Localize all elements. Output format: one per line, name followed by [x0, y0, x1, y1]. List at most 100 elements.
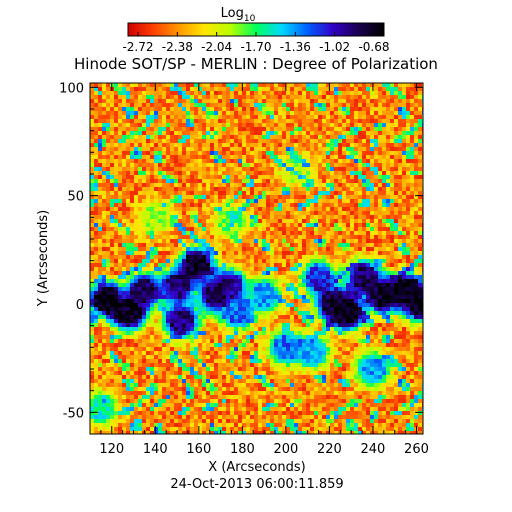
heatmap-cell [114, 175, 118, 179]
heatmap-cell [178, 203, 182, 207]
heatmap-cell [138, 211, 142, 215]
heatmap-cell [358, 107, 362, 111]
heatmap-cell [374, 219, 378, 223]
heatmap-cell [254, 187, 258, 191]
heatmap-cell [202, 163, 206, 167]
heatmap-cell [246, 115, 250, 119]
heatmap-cell [246, 247, 250, 251]
heatmap-cell [194, 155, 198, 159]
heatmap-cell [366, 227, 370, 231]
heatmap-cell [398, 251, 402, 255]
heatmap-cell [302, 315, 306, 319]
heatmap-cell [374, 87, 378, 91]
heatmap-cell [266, 191, 270, 195]
heatmap-cell [326, 219, 330, 223]
heatmap-cell [342, 255, 346, 259]
heatmap-cell [410, 315, 414, 319]
heatmap-cell [102, 179, 106, 183]
heatmap-cell [386, 155, 390, 159]
heatmap-cell [122, 139, 126, 143]
heatmap-cell [298, 279, 302, 283]
heatmap-cell [358, 139, 362, 143]
heatmap-cell [162, 283, 166, 287]
heatmap-cell [350, 247, 354, 251]
heatmap-cell [186, 283, 190, 287]
heatmap-cell [118, 203, 122, 207]
heatmap-cell [322, 271, 326, 275]
heatmap-cell [386, 271, 390, 275]
heatmap-cell [250, 139, 254, 143]
heatmap-cell [274, 315, 278, 319]
heatmap-cell [222, 303, 226, 307]
heatmap-cell [362, 167, 366, 171]
heatmap-cell [318, 115, 322, 119]
heatmap-cell [174, 283, 178, 287]
heatmap-cell [158, 311, 162, 315]
heatmap-cell [270, 223, 274, 227]
heatmap-cell [298, 183, 302, 187]
heatmap-cell [378, 231, 382, 235]
heatmap-cell [174, 239, 178, 243]
heatmap-cell [290, 227, 294, 231]
heatmap-cell [198, 179, 202, 183]
heatmap-cell [346, 127, 350, 131]
heatmap-cell [138, 223, 142, 227]
heatmap-cell [370, 123, 374, 127]
heatmap-cell [230, 127, 234, 131]
heatmap-cell [302, 167, 306, 171]
heatmap-cell [314, 87, 318, 91]
heatmap-cell [186, 251, 190, 255]
heatmap-cell [314, 127, 318, 131]
heatmap-cell [330, 255, 334, 259]
heatmap-cell [310, 127, 314, 131]
heatmap-cell [226, 303, 230, 307]
heatmap-cell [322, 279, 326, 283]
heatmap-cell [234, 187, 238, 191]
heatmap-cell [126, 139, 130, 143]
heatmap-cell [190, 315, 194, 319]
heatmap-cell [410, 119, 414, 123]
heatmap-cell [410, 155, 414, 159]
heatmap-cell [114, 315, 118, 319]
heatmap-cell [390, 215, 394, 219]
heatmap-cell [134, 231, 138, 235]
heatmap-cell [390, 179, 394, 183]
heatmap-cell [206, 311, 210, 315]
heatmap-cell [246, 127, 250, 131]
heatmap-cell [274, 139, 278, 143]
heatmap-cell [110, 311, 114, 315]
heatmap-cell [270, 139, 274, 143]
heatmap-cell [378, 163, 382, 167]
heatmap-cell [370, 187, 374, 191]
heatmap-cell [190, 291, 194, 295]
heatmap-cell [166, 159, 170, 163]
heatmap-cell [114, 243, 118, 247]
heatmap-cell [326, 211, 330, 215]
heatmap-cell [150, 215, 154, 219]
heatmap-cell [214, 243, 218, 247]
heatmap-cell [206, 251, 210, 255]
heatmap-cell [182, 83, 186, 87]
heatmap-cell [294, 255, 298, 259]
heatmap-cell [138, 139, 142, 143]
heatmap-cell [158, 159, 162, 163]
heatmap-cell [362, 187, 366, 191]
heatmap-cell [186, 219, 190, 223]
heatmap-cell [338, 135, 342, 139]
heatmap-cell [118, 151, 122, 155]
heatmap-cell [318, 107, 322, 111]
heatmap-cell [174, 99, 178, 103]
heatmap-cell [282, 203, 286, 207]
heatmap-cell [218, 139, 222, 143]
heatmap-cell [266, 83, 270, 87]
heatmap-cell [94, 191, 98, 195]
heatmap-cell [222, 271, 226, 275]
heatmap-cell [154, 119, 158, 123]
heatmap-cell [286, 131, 290, 135]
heatmap-cell [226, 107, 230, 111]
heatmap-cell [186, 215, 190, 219]
heatmap-cell [410, 263, 414, 267]
heatmap-cell [342, 91, 346, 95]
heatmap-cell [330, 87, 334, 91]
heatmap-cell [198, 163, 202, 167]
